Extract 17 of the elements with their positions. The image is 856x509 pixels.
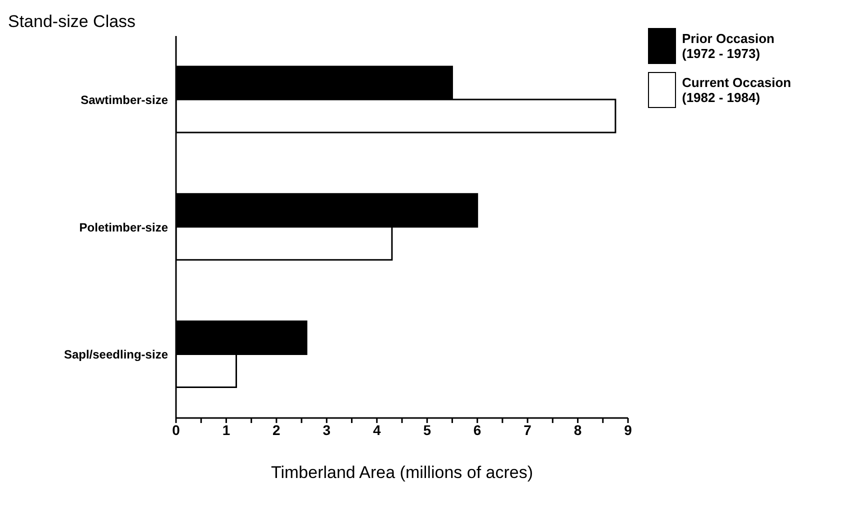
x-tick-label: 9 <box>624 422 632 438</box>
y-tick-label: Poletimber-size <box>79 220 168 234</box>
x-tick-label: 3 <box>322 422 331 438</box>
x-tick-label: 8 <box>574 422 582 438</box>
x-tick-label: 1 <box>222 422 230 438</box>
x-tick-label: 2 <box>272 422 281 438</box>
y-axis-title: Stand-size Class <box>8 12 136 32</box>
x-tick-label: 0 <box>172 422 180 438</box>
text: Prior Occasion (1972 - 1973) <box>682 31 776 61</box>
x-tick-label: 6 <box>473 422 482 438</box>
y-tick-label: Sapl/seedling-size <box>64 348 168 362</box>
x-axis-title: Timberland Area (millions of acres) <box>270 463 534 482</box>
text: Current Occasion (1982 - 1984) <box>682 75 792 105</box>
x-tick-label: 4 <box>372 422 381 438</box>
x-tick-label: 7 <box>524 422 532 438</box>
x-tick-label: 5 <box>423 422 432 438</box>
y-tick-label: Sawtimber-size <box>80 92 168 107</box>
